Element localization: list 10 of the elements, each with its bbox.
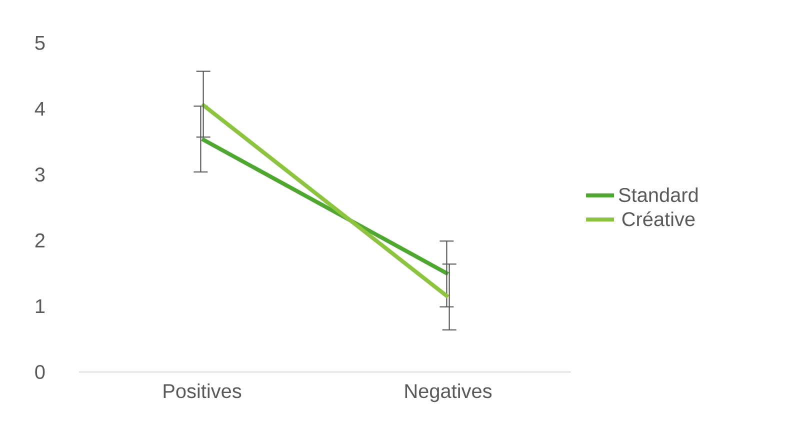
legend-label: Créative [622,211,695,226]
y-tick-label: 2 [35,233,44,248]
legend-label: Standard [618,187,698,202]
y-tick-label: 3 [35,168,45,182]
y-tick-label: 4 [34,102,45,116]
y-tick-label: 5 [35,36,45,50]
y-tick-label: 0 [35,364,45,380]
x-tick-label: Negatives [405,384,492,402]
x-tick-label: Positives [164,384,242,398]
y-tick-label: 1 [36,299,45,314]
